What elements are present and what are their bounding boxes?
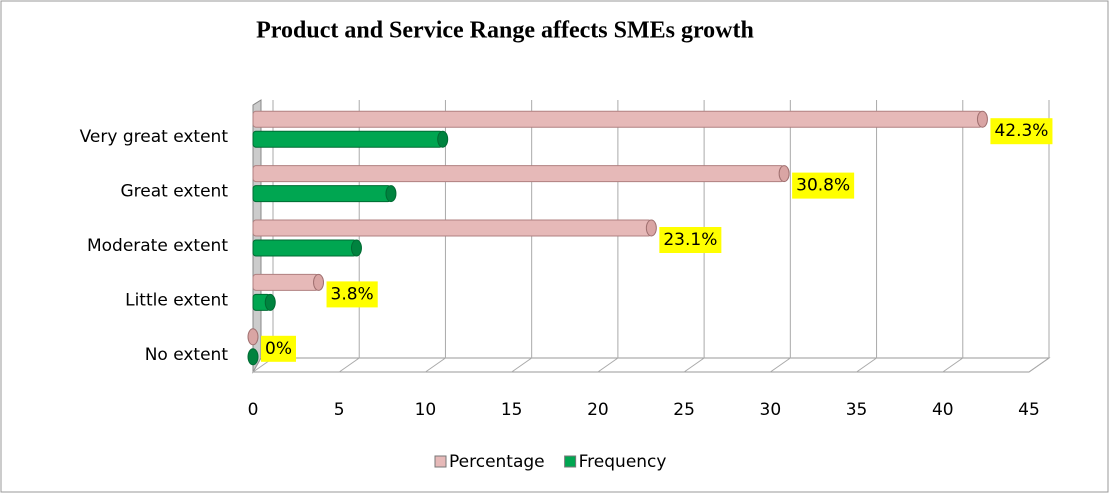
y-tick-label: Great extent — [120, 182, 228, 202]
bar-cap — [247, 348, 259, 366]
data-label: 0% — [265, 339, 292, 359]
data-label-box — [326, 281, 378, 308]
y-tick-label: Very great extent — [80, 127, 229, 147]
bar — [252, 219, 652, 237]
x-tick-label: 5 — [334, 400, 345, 420]
data-label: 23.1% — [663, 230, 717, 250]
bar-cap — [350, 239, 362, 257]
data-label: 3.8% — [331, 284, 374, 304]
bar-cap — [778, 165, 790, 183]
grid-line — [511, 100, 533, 373]
x-tick-label: 35 — [846, 400, 868, 420]
bar-cap — [437, 130, 449, 148]
data-label-box — [990, 118, 1053, 145]
x-tick-label: 10 — [415, 400, 437, 420]
x-tick-label: 25 — [673, 400, 695, 420]
bar — [252, 273, 320, 291]
bar-cap — [645, 219, 657, 237]
x-tick-label: 30 — [760, 400, 782, 420]
grid-line — [597, 100, 619, 373]
bar — [252, 110, 983, 128]
data-label: 30.8% — [796, 176, 850, 196]
data-label-box — [261, 335, 296, 362]
x-tick-label: 45 — [1018, 400, 1040, 420]
grid-line — [770, 100, 791, 373]
grid-line — [425, 100, 446, 373]
grid-line — [942, 100, 964, 373]
bar-cap — [385, 185, 397, 203]
legend-swatch — [564, 455, 577, 468]
grid-line — [683, 100, 705, 373]
bar — [252, 130, 444, 148]
legend-swatch — [434, 455, 447, 468]
x-tick-label: 15 — [501, 400, 523, 420]
data-label-box — [659, 227, 722, 253]
grid-line — [1028, 100, 1050, 373]
data-label-box — [792, 172, 855, 199]
legend-label: Percentage — [449, 452, 545, 472]
x-tick-label: 20 — [587, 400, 609, 420]
bar-cap — [976, 110, 988, 128]
bar-cap — [247, 328, 259, 346]
grid-line — [856, 100, 878, 373]
x-tick-label: 40 — [932, 400, 954, 420]
chart-title: Product and Service Range affects SMEs g… — [256, 18, 754, 44]
data-label: 42.3% — [994, 121, 1048, 141]
y-tick-label: No extent — [145, 345, 229, 365]
bar — [252, 165, 785, 183]
x-tick-label: 0 — [248, 400, 259, 420]
bar — [252, 239, 357, 257]
y-tick-label: Moderate extent — [87, 236, 228, 256]
y-tick-label: Little extent — [125, 290, 228, 310]
bar-cap — [264, 293, 276, 311]
legend-label: Frequency — [579, 452, 667, 472]
bar-cap — [313, 273, 325, 291]
bar — [252, 185, 392, 203]
